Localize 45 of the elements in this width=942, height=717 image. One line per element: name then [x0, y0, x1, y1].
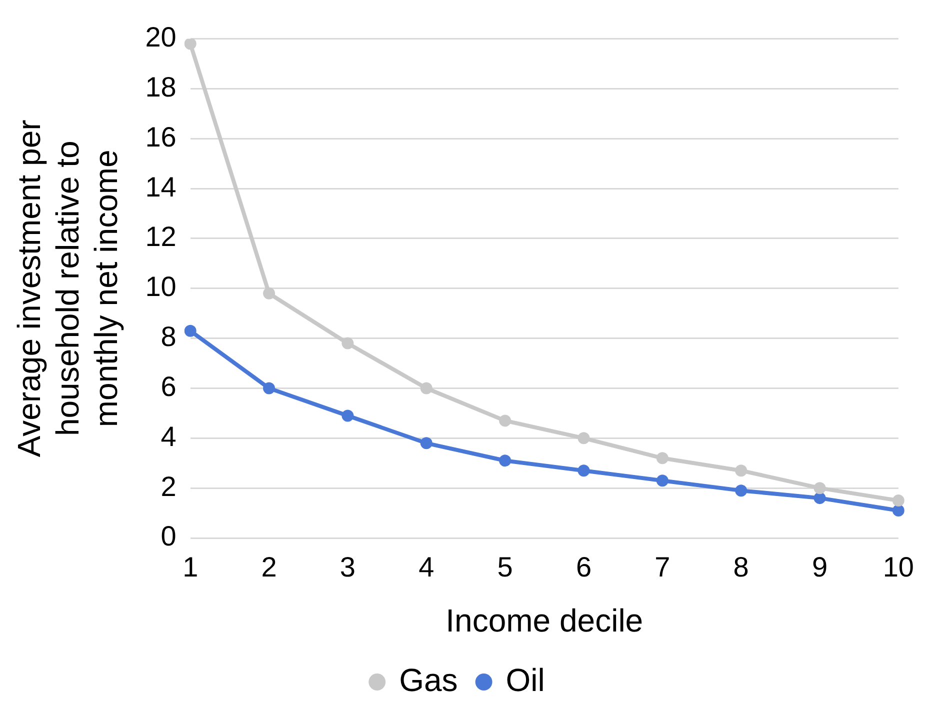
y-tick-label: 4 [160, 420, 176, 452]
point [656, 474, 668, 487]
point [499, 414, 512, 427]
point [263, 382, 276, 394]
point [578, 432, 590, 444]
y-tick-label: 2 [160, 470, 176, 502]
y-tick-label: 14 [145, 171, 176, 202]
point [892, 494, 904, 507]
y-tick-label: 16 [145, 121, 176, 152]
x-tick-label: 4 [418, 552, 434, 583]
point [814, 492, 826, 504]
point [892, 504, 904, 517]
y-tick-label: 20 [145, 22, 176, 53]
point [499, 454, 512, 467]
point [735, 464, 748, 477]
y-axis-title: Average investment per household relative to monthly net income [11, 119, 124, 458]
point [420, 437, 432, 450]
y-tick-label: 18 [145, 71, 176, 102]
x-tick-label: 9 [812, 552, 828, 583]
point [342, 337, 354, 350]
x-tick-label: 1 [182, 552, 198, 583]
y-tick-label: 6 [160, 370, 176, 402]
y-tick-label: 8 [160, 321, 176, 352]
point [656, 452, 668, 464]
x-tick-label: 7 [654, 552, 670, 583]
y-tick-label: 12 [145, 221, 176, 252]
x-tick-label: 8 [733, 552, 749, 583]
x-tick-label: 5 [497, 552, 513, 583]
x-tick-label: 2 [261, 552, 277, 583]
x-tick-label: 3 [340, 552, 356, 583]
point [578, 464, 590, 477]
point [263, 287, 276, 300]
point [342, 410, 354, 422]
point [735, 484, 748, 497]
point [420, 382, 432, 394]
point [814, 482, 826, 494]
point [184, 324, 196, 337]
legend-label: Oil [506, 662, 545, 698]
y-tick-label: 10 [145, 271, 176, 302]
legend-label: Gas [399, 662, 458, 698]
point [184, 38, 196, 50]
x-axis-title: Income decile [446, 602, 644, 639]
x-tick-label: 10 [882, 552, 914, 583]
y-tick-label: 0 [160, 520, 176, 552]
x-tick-label: 6 [576, 552, 592, 583]
